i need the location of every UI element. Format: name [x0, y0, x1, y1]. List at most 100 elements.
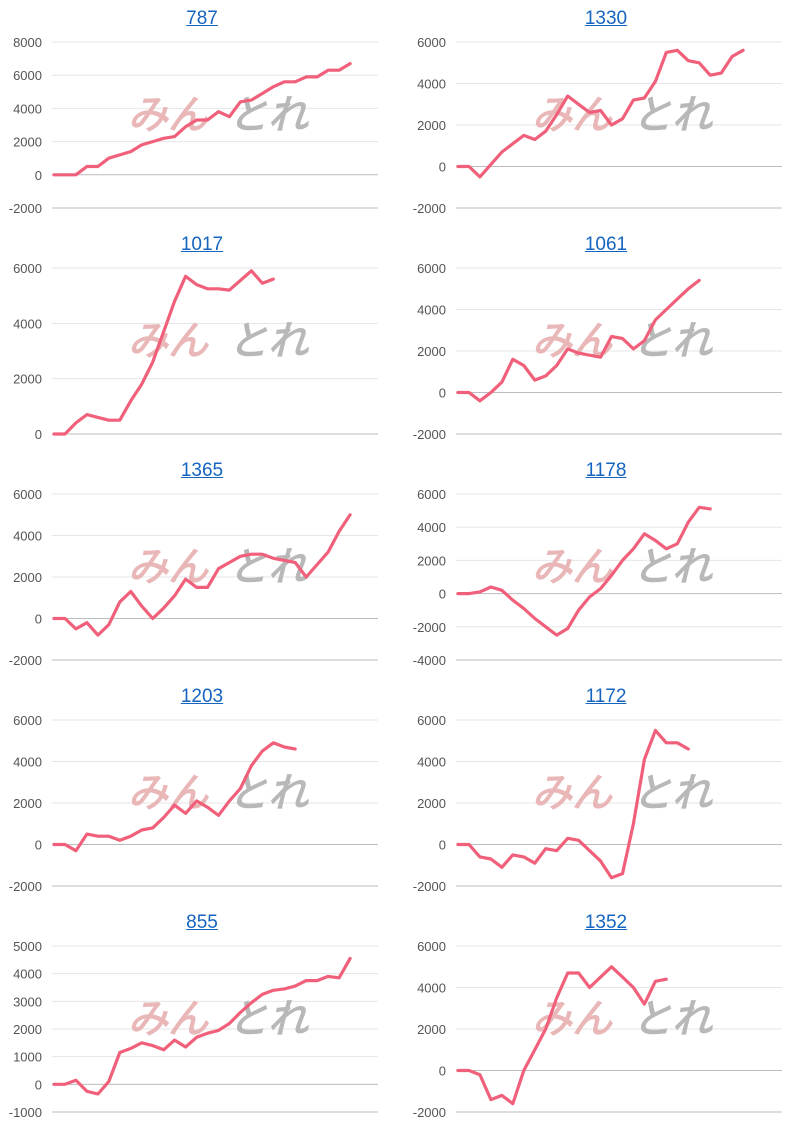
- y-tick-label: 2000: [13, 372, 42, 387]
- chart-panel: 787 8000 6000 4000 2000 0 -2000 みん とれ: [0, 0, 404, 225]
- chart-title-link[interactable]: 1178: [585, 460, 627, 481]
- chart-panel: 1330 6000 4000 2000 0 -2000 みん とれ: [404, 0, 808, 225]
- y-tick-label: 4000: [13, 967, 42, 982]
- y-tick-label: 3000: [13, 994, 42, 1009]
- y-tick-label: -2000: [413, 1105, 446, 1120]
- line-chart: 8000 6000 4000 2000 0 -2000 みん とれ: [9, 35, 378, 216]
- y-tick-label: 0: [439, 1064, 446, 1079]
- chart-title-link[interactable]: 1365: [180, 460, 224, 481]
- series-line: [456, 278, 701, 403]
- series-line: [52, 61, 352, 177]
- svg-text:とれ: とれ: [632, 770, 713, 816]
- line-chart: 6000 4000 2000 0 -2000 みん とれ: [9, 487, 378, 668]
- svg-text:みん: みん: [128, 770, 210, 816]
- watermark-logo: みん とれ: [128, 770, 309, 816]
- y-tick-label: -4000: [413, 653, 446, 668]
- y-tick-label: 4000: [417, 520, 446, 535]
- series-line: [52, 956, 352, 1096]
- svg-text:みん: みん: [128, 544, 210, 590]
- y-tick-label: 6000: [417, 939, 446, 954]
- y-tick-label: 6000: [417, 713, 446, 728]
- y-tick-label: 0: [35, 168, 42, 183]
- svg-text:とれ: とれ: [228, 318, 309, 364]
- y-tick-label: 2000: [417, 118, 446, 133]
- watermark-logo: みん とれ: [128, 996, 309, 1042]
- chart-title-link[interactable]: 1061: [584, 234, 628, 255]
- svg-text:みん: みん: [128, 318, 210, 364]
- chart-title-link[interactable]: 1330: [584, 8, 628, 29]
- chart-panel: 855 5000 4000 3000 2000 1000 0 -1000 みん とれ: [0, 904, 404, 1129]
- y-tick-label: 2000: [13, 796, 42, 811]
- chart-panel: 1178 6000 4000 2000 0 -2000 -4000 みん とれ: [404, 452, 808, 677]
- watermark-logo: みん とれ: [532, 92, 713, 138]
- y-tick-label: 2000: [417, 344, 446, 359]
- chart-title-link[interactable]: 787: [186, 8, 218, 29]
- line-chart: 6000 4000 2000 0 -2000 みん とれ: [413, 713, 782, 894]
- y-tick-label: -2000: [413, 620, 446, 635]
- series-line: [52, 513, 352, 637]
- chart-panel: 1061 6000 4000 2000 0 -2000 みん とれ: [404, 226, 808, 451]
- y-tick-label: 6000: [13, 261, 42, 276]
- y-tick-label: -2000: [413, 879, 446, 894]
- y-tick-label: 4000: [13, 755, 42, 770]
- line-chart: 6000 4000 2000 0 -2000 みん とれ: [413, 939, 782, 1120]
- chart-title-link[interactable]: 1203: [180, 686, 224, 707]
- svg-text:とれ: とれ: [228, 996, 309, 1042]
- y-tick-label: 5000: [13, 939, 42, 954]
- svg-text:とれ: とれ: [632, 544, 713, 590]
- y-tick-label: 0: [439, 386, 446, 401]
- chart-panel: 1172 6000 4000 2000 0 -2000 みん とれ: [404, 678, 808, 903]
- y-tick-label: -2000: [9, 879, 42, 894]
- chart-title-link[interactable]: 1352: [584, 912, 628, 933]
- y-tick-label: 6000: [13, 487, 42, 502]
- line-chart: 6000 4000 2000 0 みん とれ: [13, 261, 378, 442]
- svg-text:みん: みん: [532, 996, 614, 1042]
- line-chart: 6000 4000 2000 0 -2000 みん とれ: [413, 35, 782, 216]
- chart-title-link[interactable]: 855: [186, 912, 218, 933]
- y-tick-label: 4000: [13, 101, 42, 116]
- y-tick-label: 6000: [13, 713, 42, 728]
- chart-panel: 1017 6000 4000 2000 0 みん とれ: [0, 226, 404, 451]
- y-tick-label: 0: [35, 612, 42, 627]
- svg-text:とれ: とれ: [228, 544, 309, 590]
- svg-text:みん: みん: [532, 544, 614, 590]
- y-tick-label: 0: [439, 587, 446, 602]
- y-tick-label: -2000: [9, 201, 42, 216]
- chart-panel: 1352 6000 4000 2000 0 -2000 みん とれ: [404, 904, 808, 1129]
- y-tick-label: 6000: [13, 68, 42, 83]
- svg-text:とれ: とれ: [228, 92, 309, 138]
- line-chart: 6000 4000 2000 0 -2000 みん とれ: [413, 261, 782, 442]
- watermark-logo: みん とれ: [128, 544, 309, 590]
- line-chart: 6000 4000 2000 0 -2000 -4000 みん とれ: [413, 487, 782, 668]
- chart-title-link[interactable]: 1172: [585, 686, 627, 707]
- line-chart: 6000 4000 2000 0 -2000 みん とれ: [9, 713, 378, 894]
- watermark-logo: みん とれ: [532, 996, 713, 1042]
- series-line: [52, 741, 297, 853]
- y-tick-label: -1000: [9, 1105, 42, 1120]
- y-tick-label: 2000: [13, 570, 42, 585]
- chart-title-link[interactable]: 1017: [180, 234, 224, 255]
- series-line: [52, 269, 275, 436]
- y-tick-label: 0: [439, 160, 446, 175]
- svg-text:とれ: とれ: [228, 770, 309, 816]
- y-tick-label: 8000: [13, 35, 42, 50]
- svg-text:みん: みん: [532, 770, 614, 816]
- series-line: [456, 505, 712, 637]
- y-tick-label: 4000: [417, 303, 446, 318]
- y-tick-label: 0: [439, 838, 446, 853]
- line-chart: 5000 4000 3000 2000 1000 0 -1000 みん とれ: [9, 939, 378, 1120]
- watermark-logo: みん とれ: [128, 92, 309, 138]
- y-tick-label: 4000: [13, 529, 42, 544]
- y-tick-label: 2000: [417, 1022, 446, 1037]
- y-tick-label: 4000: [417, 981, 446, 996]
- series-line: [456, 965, 668, 1106]
- y-tick-label: 2000: [13, 1022, 42, 1037]
- y-tick-label: 2000: [417, 553, 446, 568]
- y-tick-label: 0: [35, 427, 42, 442]
- series-line: [456, 48, 745, 179]
- y-tick-label: -2000: [9, 653, 42, 668]
- y-tick-label: -2000: [413, 427, 446, 442]
- y-tick-label: 0: [35, 1077, 42, 1092]
- svg-text:とれ: とれ: [632, 92, 713, 138]
- watermark-logo: みん とれ: [532, 770, 713, 816]
